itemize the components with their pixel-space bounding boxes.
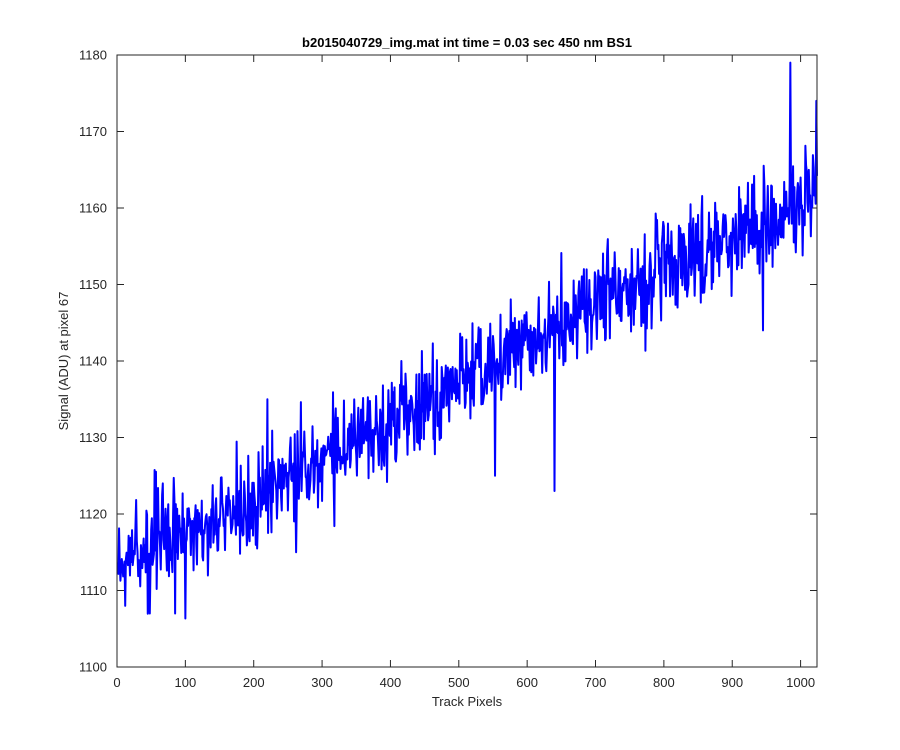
y-tick-label: 1160 <box>79 201 107 216</box>
x-tick-label: 200 <box>243 675 265 690</box>
x-tick-label: 1000 <box>786 675 815 690</box>
y-tick-label: 1140 <box>79 354 107 369</box>
ticks-layer: 0 100 200 300 400 500 600 700 800 900 1000 1100 1110… <box>79 48 817 690</box>
x-axis-label: Track Pixels <box>432 694 503 709</box>
x-tick-label: 700 <box>585 675 607 690</box>
x-tick-label: 900 <box>721 675 743 690</box>
y-tick-label: 1110 <box>80 583 107 598</box>
y-tick-label: 1170 <box>79 124 107 139</box>
y-tick-label: 1100 <box>79 660 107 675</box>
x-tick-label: 400 <box>380 675 402 690</box>
y-axis-label: Signal (ADU) at pixel 67 <box>56 292 71 431</box>
y-tick-label: 1120 <box>79 507 107 522</box>
chart-title: b2015040729_img.mat int time = 0.03 sec … <box>302 35 632 50</box>
y-tick-label: 1150 <box>79 277 107 292</box>
y-tick-label: 1130 <box>79 430 107 445</box>
series-layer <box>116 61 818 620</box>
plot-frame <box>116 54 818 668</box>
x-tick-label: 100 <box>175 675 197 690</box>
x-tick-label: 0 <box>113 675 120 690</box>
series-line <box>116 61 818 620</box>
x-tick-label: 800 <box>653 675 675 690</box>
x-tick-label: 500 <box>448 675 470 690</box>
x-tick-label: 600 <box>516 675 538 690</box>
y-tick-label: 1180 <box>79 48 107 63</box>
x-tick-label: 300 <box>311 675 333 690</box>
